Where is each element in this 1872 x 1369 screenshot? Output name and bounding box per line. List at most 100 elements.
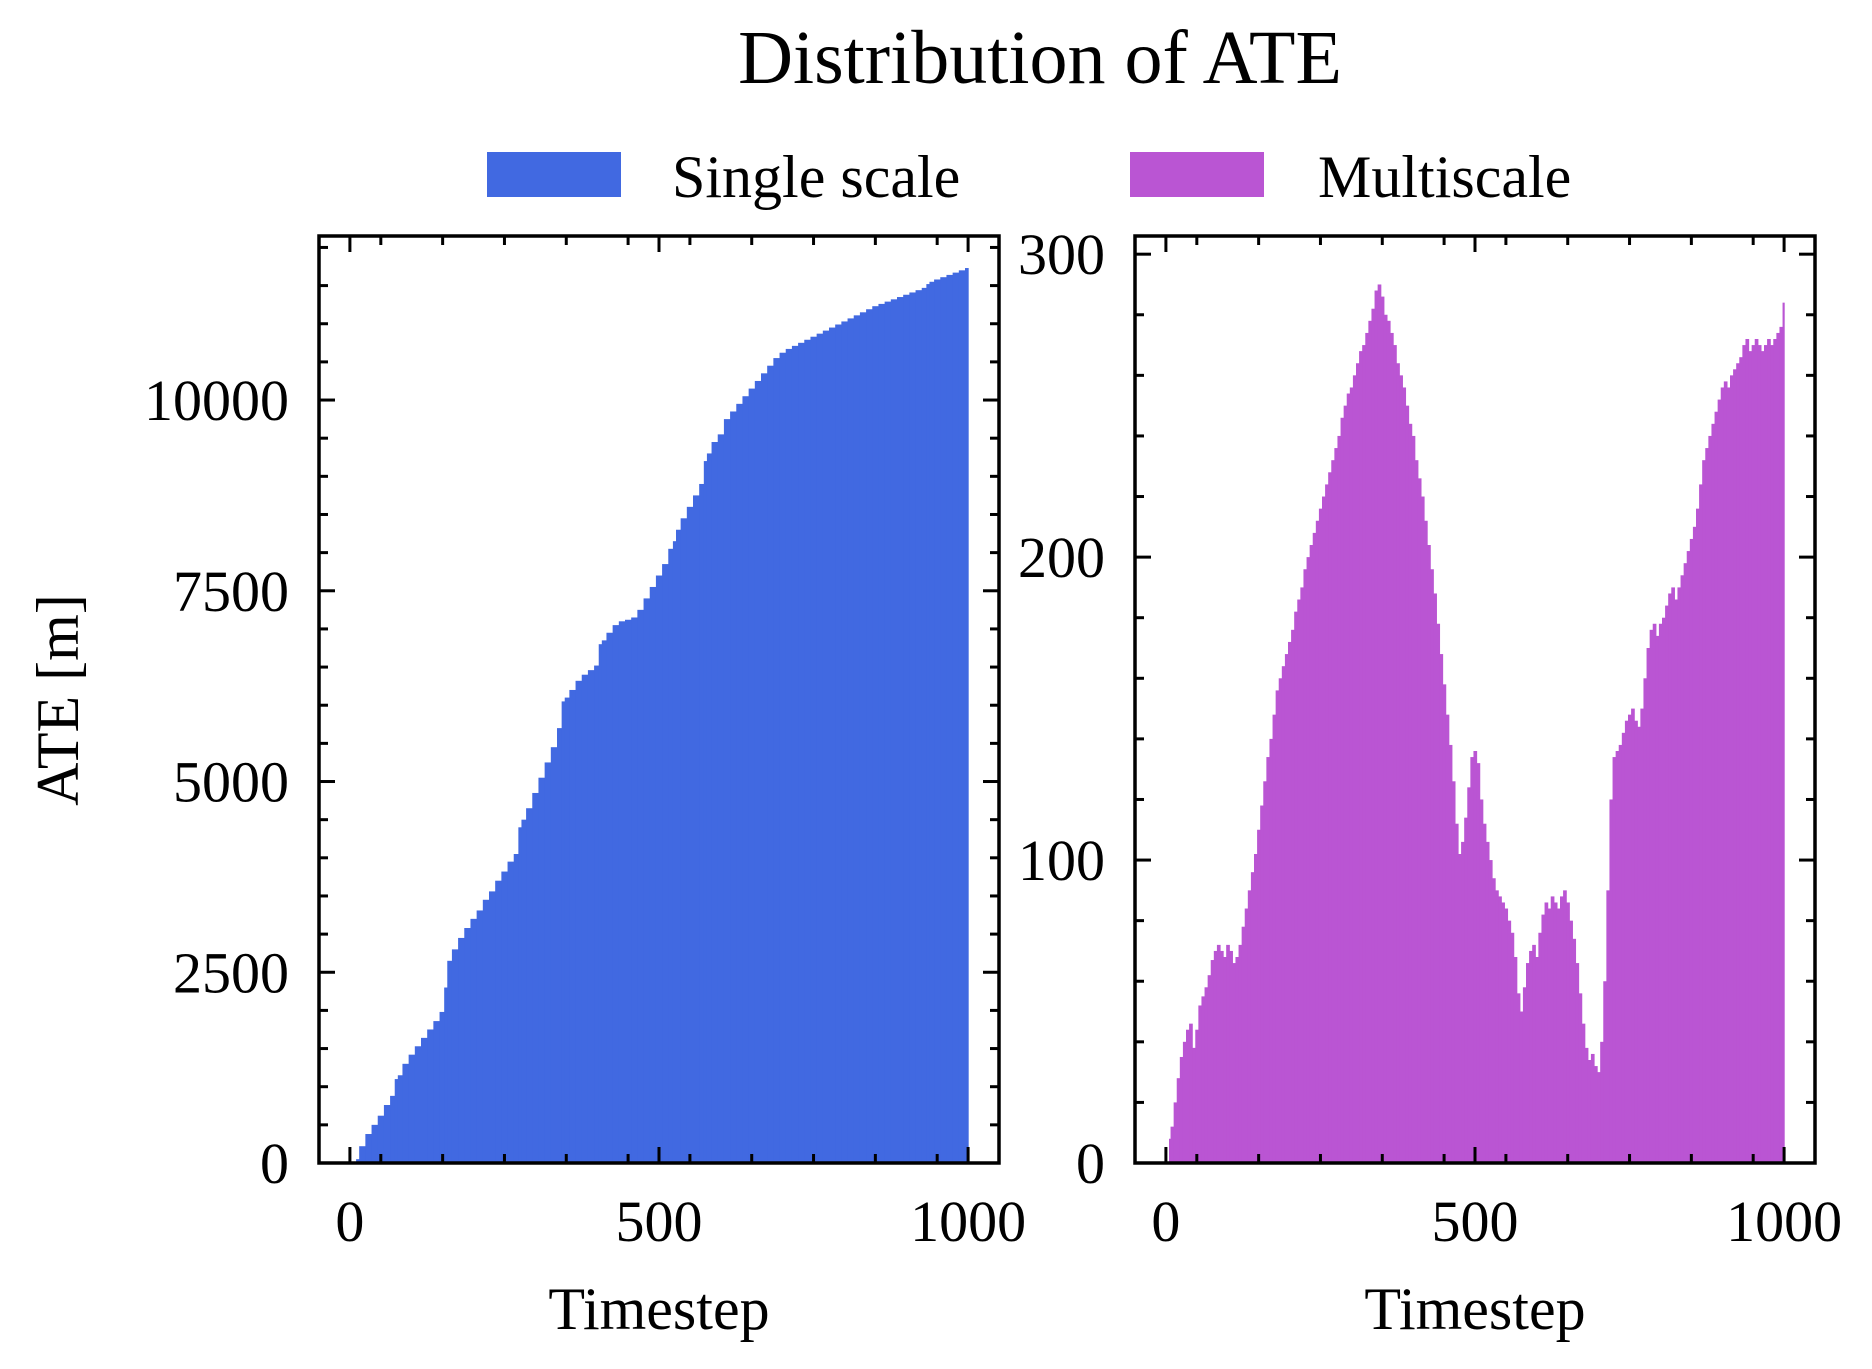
y-tick-label: 2500 [173, 940, 289, 1005]
multiscale-bar [1433, 593, 1437, 1163]
multiscale-bar [1556, 908, 1561, 1163]
multiscale-bar [1492, 878, 1496, 1163]
single-scale-bar [965, 268, 969, 1163]
multiscale-bar [1736, 363, 1740, 1163]
left-panel-frame [317, 234, 1001, 1165]
multiscale-bar [1600, 1041, 1604, 1163]
single-scale-bar [926, 284, 931, 1163]
single-scale-bar [594, 665, 600, 1163]
multiscale-bar [1677, 587, 1682, 1163]
multiscale-bar [1414, 460, 1419, 1163]
single-scale-bar [371, 1124, 379, 1163]
multiscale-bar [1207, 975, 1212, 1163]
multiscale-bar [1507, 920, 1512, 1163]
multiscale-bar [1662, 617, 1666, 1163]
multiscale-bar [1346, 393, 1351, 1163]
multiscale-bar [1238, 944, 1243, 1163]
multiscale-bar [1263, 781, 1267, 1163]
x-tick-label: 0 [1151, 1189, 1180, 1254]
multiscale-bar [1454, 823, 1459, 1163]
single-scale-bar [791, 345, 799, 1163]
multiscale-bar [1776, 332, 1781, 1163]
single-scale-bar [439, 1011, 445, 1163]
multiscale-bar [1646, 648, 1651, 1163]
right-panel-frame [1133, 234, 1817, 1165]
multiscale-bar [1643, 678, 1648, 1163]
multiscale-bar [1436, 623, 1441, 1163]
multiscale-bar [1383, 314, 1388, 1163]
single-scale-bar [598, 644, 603, 1163]
single-scale-area [356, 268, 969, 1164]
single-scale-bar [761, 373, 768, 1164]
multiscale-bar [1312, 532, 1317, 1163]
multiscale-bar [1538, 932, 1543, 1163]
multiscale-bar [1300, 587, 1305, 1163]
single-scale-bar [649, 586, 657, 1163]
multiscale-bar [1362, 345, 1366, 1163]
single-scale-bar [676, 529, 682, 1163]
single-scale-bar [394, 1079, 399, 1163]
single-scale-bar [618, 621, 626, 1163]
multiscale-bar [1519, 1011, 1524, 1163]
multiscale-bar [1420, 496, 1425, 1163]
single-scale-bar [686, 506, 694, 1164]
single-scale-bar [929, 281, 935, 1163]
multiscale-bar [1213, 950, 1218, 1163]
single-scale-bar [569, 689, 577, 1163]
right-x-axis-label: Timestep [1364, 1276, 1585, 1342]
single-scale-bar [507, 861, 515, 1163]
single-scale-bar [495, 880, 502, 1163]
multiscale-bar [1723, 381, 1728, 1163]
single-scale-bar [575, 680, 583, 1163]
single-scale-bar [866, 309, 873, 1163]
single-scale-bar [730, 411, 737, 1164]
multiscale-bar [1655, 635, 1660, 1163]
multiscale-bar [1575, 963, 1580, 1163]
multiscale-area [1169, 284, 1785, 1164]
multiscale-bar [1535, 957, 1539, 1163]
multiscale-bar [1448, 744, 1453, 1163]
multiscale-bar [1773, 339, 1777, 1163]
multiscale-bar [1711, 423, 1716, 1163]
multiscale-bar [1479, 799, 1484, 1163]
single-scale-bar [587, 670, 595, 1163]
single-scale-bar [748, 388, 756, 1164]
multiscale-bar [1445, 714, 1450, 1163]
multiscale-bar [1501, 902, 1505, 1163]
single-scale-bar [433, 1021, 441, 1163]
single-scale-bar [662, 564, 669, 1163]
single-scale-bar [816, 333, 824, 1163]
multiscale-bar [1343, 405, 1348, 1163]
multiscale-bar [1541, 914, 1546, 1163]
multiscale-bar [1322, 496, 1326, 1163]
legend-label-multiscale: Multiscale [1318, 144, 1571, 210]
multiscale-bar [1739, 357, 1743, 1163]
multiscale-bar [1374, 290, 1379, 1163]
multiscale-bar [1730, 375, 1734, 1164]
multiscale-bar [1309, 545, 1314, 1163]
multiscale-bar [1198, 1005, 1203, 1163]
single-scale-bar [482, 899, 490, 1163]
single-scale-bar [847, 318, 855, 1163]
single-scale-bar [915, 290, 923, 1163]
multiscale-bar [1192, 1047, 1196, 1163]
x-tick-label: 500 [1432, 1189, 1519, 1254]
single-scale-bar [672, 541, 677, 1163]
multiscale-bar [1702, 460, 1706, 1163]
single-scale-bar [804, 339, 812, 1163]
multiscale-bar [1427, 545, 1431, 1163]
single-scale-bar [513, 854, 519, 1163]
multiscale-bar [1417, 478, 1422, 1164]
multiscale-bar [1566, 902, 1570, 1163]
multiscale-bar [1229, 950, 1233, 1163]
multiscale-bar [1176, 1078, 1181, 1163]
single-scale-bar [773, 358, 781, 1163]
multiscale-bar [1563, 890, 1567, 1163]
multiscale-bar [1674, 599, 1679, 1163]
multiscale-bar [1467, 787, 1471, 1163]
single-scale-bar [934, 279, 941, 1163]
multiscale-bar [1476, 763, 1481, 1163]
single-scale-bar [853, 315, 861, 1164]
single-scale-bar [402, 1063, 410, 1163]
multiscale-bar [1260, 805, 1264, 1163]
